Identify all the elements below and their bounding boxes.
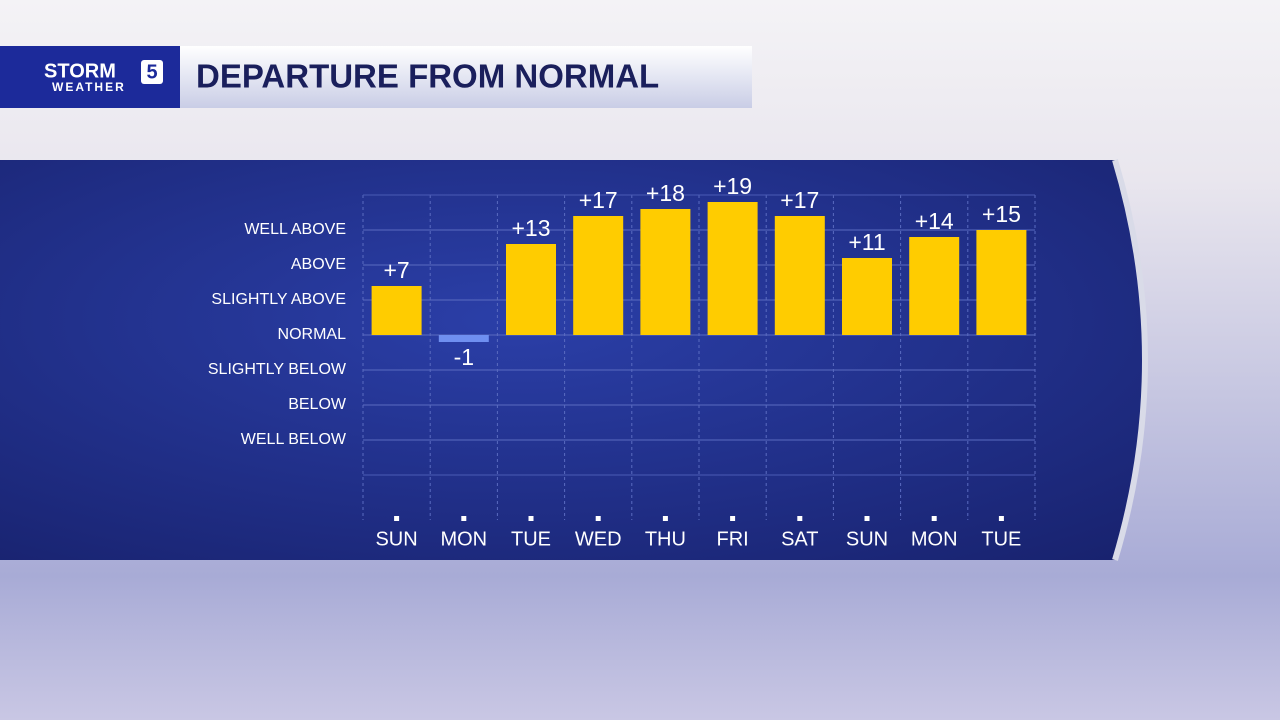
x-tick-label: SUN [375, 528, 417, 550]
bar [909, 237, 960, 335]
bar [371, 286, 422, 335]
logo-brand: STORM [44, 60, 116, 82]
value-label: -1 [454, 344, 474, 370]
y-tick-label: WELL BELOW [241, 431, 347, 448]
panel-edge [1112, 159, 1148, 561]
tick-dot [864, 516, 870, 521]
tick-dot [998, 516, 1004, 521]
x-tick-label: SAT [781, 528, 818, 550]
x-tick-label: SUN [846, 528, 888, 550]
tick-dot [931, 516, 937, 521]
value-label: +17 [579, 187, 618, 213]
logo-number: 5 [146, 61, 157, 83]
bar [774, 216, 825, 335]
chart-title: DEPARTURE FROM NORMAL [196, 58, 659, 95]
y-tick-label: ABOVE [291, 256, 346, 273]
value-label: +17 [780, 187, 819, 213]
bar [640, 209, 691, 335]
tick-dot [595, 516, 601, 521]
y-tick-label: SLIGHTLY ABOVE [211, 291, 346, 308]
x-tick-label: MON [911, 528, 958, 550]
y-tick-label: SLIGHTLY BELOW [208, 361, 347, 378]
x-tick-label: THU [645, 528, 686, 550]
x-tick-label: TUE [511, 528, 551, 550]
tick-dot [528, 516, 534, 521]
bar [976, 230, 1027, 335]
value-label: +14 [915, 208, 954, 234]
logo-sub: WEATHER [52, 80, 126, 94]
value-label: +11 [848, 229, 885, 255]
tick-dot [662, 516, 668, 521]
value-label: +13 [511, 215, 550, 241]
y-tick-label: NORMAL [278, 326, 347, 343]
tick-dot [394, 516, 400, 521]
x-tick-label: TUE [981, 528, 1021, 550]
x-tick-label: FRI [716, 528, 748, 550]
bar [842, 258, 892, 335]
logo-badge [141, 60, 163, 84]
tick-dot [797, 516, 803, 521]
value-label: +19 [713, 173, 752, 199]
bar [438, 335, 489, 342]
value-label: +15 [982, 201, 1021, 227]
y-tick-label: BELOW [288, 396, 347, 413]
value-label: +7 [383, 257, 409, 283]
y-tick-label: WELL ABOVE [244, 221, 346, 238]
bar [506, 244, 556, 335]
value-label: +18 [646, 180, 685, 206]
x-tick-label: WED [575, 528, 622, 550]
tick-dot [730, 516, 736, 521]
x-tick-label: MON [440, 528, 487, 550]
tick-dot [461, 516, 467, 521]
bar [573, 216, 624, 335]
chart-panel [0, 160, 1145, 560]
bar [707, 202, 758, 335]
